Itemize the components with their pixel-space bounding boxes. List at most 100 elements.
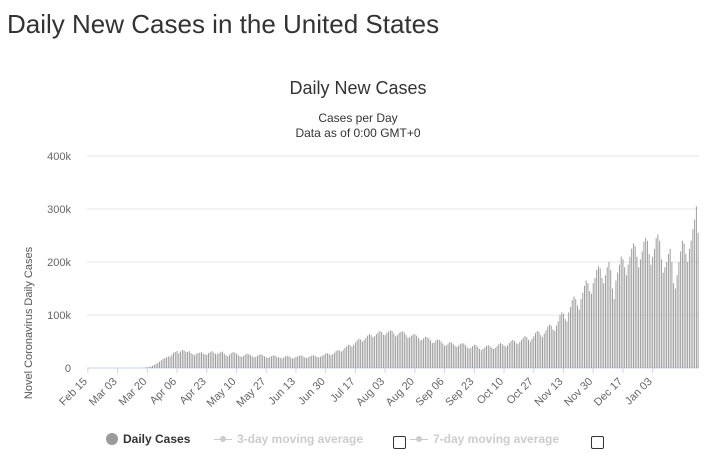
bar[interactable] (192, 354, 193, 368)
bar[interactable] (226, 355, 227, 368)
bar[interactable] (453, 344, 454, 368)
bar[interactable] (374, 336, 375, 368)
bar[interactable] (315, 356, 316, 368)
bar[interactable] (254, 357, 255, 368)
bar[interactable] (427, 337, 428, 368)
bar[interactable] (451, 343, 452, 368)
bar[interactable] (191, 353, 192, 368)
bar[interactable] (696, 206, 697, 368)
bar[interactable] (261, 354, 262, 368)
bar[interactable] (488, 345, 489, 368)
bar[interactable] (661, 259, 662, 368)
bar[interactable] (684, 243, 685, 368)
bar[interactable] (385, 335, 386, 368)
bar[interactable] (633, 243, 634, 368)
bar[interactable] (236, 354, 237, 368)
bar[interactable] (178, 353, 179, 368)
bar[interactable] (199, 353, 200, 368)
bar[interactable] (369, 334, 370, 368)
bar[interactable] (240, 356, 241, 368)
bar[interactable] (556, 326, 557, 368)
bar[interactable] (205, 354, 206, 368)
bar[interactable] (580, 299, 581, 368)
bar[interactable] (673, 283, 674, 368)
bar[interactable] (238, 355, 239, 368)
bar[interactable] (371, 335, 372, 368)
bar[interactable] (680, 251, 681, 368)
checkbox-7day-ma[interactable] (591, 436, 604, 449)
bar[interactable] (561, 312, 562, 368)
bar[interactable] (274, 356, 275, 368)
bar[interactable] (276, 357, 277, 368)
bar[interactable] (572, 300, 573, 368)
bar[interactable] (407, 338, 408, 368)
bar[interactable] (442, 344, 443, 368)
bar[interactable] (365, 338, 366, 368)
bar[interactable] (252, 356, 253, 368)
bar[interactable] (248, 354, 249, 368)
bar[interactable] (215, 354, 216, 368)
bar[interactable] (682, 241, 683, 368)
bar[interactable] (234, 353, 235, 368)
bar[interactable] (532, 339, 533, 368)
bar[interactable] (514, 341, 515, 368)
bar[interactable] (472, 346, 473, 368)
bar[interactable] (337, 350, 338, 368)
bar[interactable] (287, 356, 288, 368)
bar[interactable] (269, 357, 270, 368)
bar[interactable] (250, 355, 251, 368)
bar[interactable] (241, 357, 242, 368)
bar[interactable] (586, 281, 587, 368)
bar[interactable] (311, 356, 312, 368)
bar[interactable] (518, 344, 519, 368)
bar[interactable] (512, 340, 513, 368)
bar[interactable] (596, 270, 597, 368)
bar[interactable] (313, 355, 314, 368)
bar[interactable] (180, 352, 181, 368)
bar[interactable] (446, 345, 447, 368)
bar[interactable] (549, 325, 550, 368)
bar[interactable] (455, 346, 456, 368)
bar[interactable] (224, 354, 225, 368)
bar[interactable] (631, 249, 632, 368)
bar[interactable] (294, 358, 295, 368)
bar[interactable] (626, 275, 627, 368)
bar[interactable] (170, 357, 171, 368)
bar[interactable] (344, 348, 345, 368)
bar[interactable] (421, 340, 422, 368)
bar[interactable] (643, 242, 644, 368)
bar[interactable] (448, 344, 449, 368)
bar[interactable] (367, 336, 368, 368)
bar[interactable] (222, 352, 223, 368)
bar[interactable] (656, 238, 657, 368)
bar[interactable] (194, 355, 195, 368)
bar[interactable] (636, 257, 637, 368)
bar[interactable] (163, 359, 164, 368)
bar[interactable] (463, 344, 464, 368)
bar[interactable] (535, 333, 536, 368)
bar[interactable] (271, 356, 272, 368)
bar[interactable] (283, 357, 284, 368)
bar[interactable] (509, 343, 510, 368)
bar[interactable] (323, 355, 324, 368)
bar[interactable] (316, 357, 317, 368)
bar[interactable] (301, 355, 302, 368)
bar[interactable] (458, 346, 459, 368)
bar[interactable] (161, 360, 162, 368)
bar[interactable] (184, 351, 185, 368)
bar[interactable] (220, 352, 221, 368)
bar[interactable] (537, 331, 538, 368)
bar[interactable] (575, 299, 576, 368)
bar[interactable] (607, 267, 608, 368)
bar[interactable] (568, 312, 569, 368)
bar[interactable] (175, 352, 176, 368)
bar[interactable] (498, 344, 499, 368)
bar[interactable] (255, 357, 256, 368)
bar[interactable] (689, 249, 690, 368)
bar[interactable] (273, 355, 274, 368)
bar[interactable] (432, 343, 433, 368)
bar[interactable] (418, 338, 419, 368)
legend-item-daily-cases[interactable]: Daily Cases (106, 432, 190, 446)
bar[interactable] (383, 335, 384, 368)
bar[interactable] (411, 336, 412, 368)
